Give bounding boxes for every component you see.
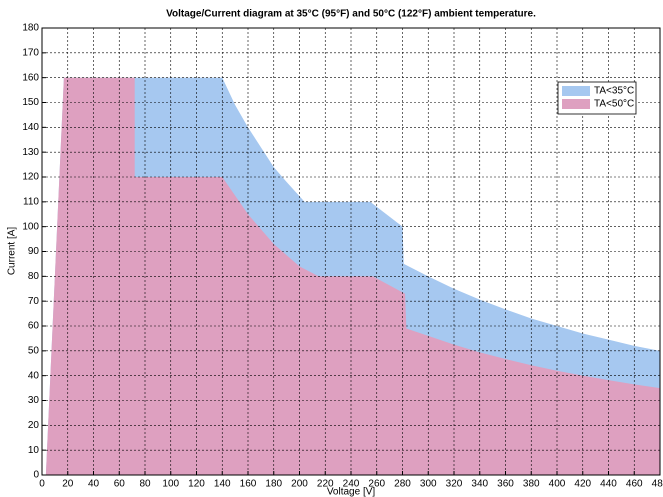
y-tick-label: 160 <box>22 72 39 83</box>
x-tick-label: 160 <box>240 479 257 490</box>
x-tick-label: 220 <box>317 479 334 490</box>
y-tick-label: 180 <box>22 23 39 34</box>
y-tick-label: 60 <box>28 321 40 332</box>
legend-label: TA<35°C <box>594 86 634 97</box>
x-tick-label: 40 <box>88 479 100 490</box>
y-tick-label: 110 <box>23 196 39 207</box>
y-tick-label: 30 <box>28 395 40 406</box>
x-tick-label: 380 <box>523 479 540 490</box>
x-tick-label: 260 <box>368 479 385 490</box>
x-tick-label: 360 <box>497 479 514 490</box>
x-tick-label: 300 <box>420 479 437 490</box>
x-tick-label: 240 <box>343 479 360 490</box>
legend-label: TA<50°C <box>594 99 634 110</box>
y-tick-label: 150 <box>22 97 39 108</box>
x-tick-label: 20 <box>62 479 74 490</box>
x-axis-label: Voltage [V] <box>327 487 376 497</box>
x-tick-label: 200 <box>291 479 308 490</box>
x-tick-label: 180 <box>265 479 282 490</box>
x-tick-label: 480 <box>652 479 663 490</box>
y-tick-label: 50 <box>28 345 40 356</box>
y-tick-label: 0 <box>33 470 39 481</box>
y-tick-label: 90 <box>28 246 40 257</box>
x-tick-label: 120 <box>188 479 205 490</box>
x-tick-label: 80 <box>139 479 151 490</box>
y-tick-label: 10 <box>28 445 40 456</box>
y-tick-label: 120 <box>22 172 39 183</box>
x-tick-label: 400 <box>549 479 566 490</box>
x-tick-label: 340 <box>471 479 488 490</box>
y-tick-label: 140 <box>22 122 39 133</box>
legend-swatch <box>562 86 590 96</box>
legend-swatch <box>562 99 590 109</box>
x-tick-label: 320 <box>446 479 463 490</box>
x-tick-label: 440 <box>600 479 617 490</box>
x-tick-label: 0 <box>39 479 45 490</box>
y-tick-label: 20 <box>28 420 40 431</box>
x-tick-label: 460 <box>626 479 643 490</box>
plot-frame <box>41 27 661 476</box>
x-tick-label: 100 <box>162 479 179 490</box>
x-tick-label: 420 <box>574 479 591 490</box>
y-tick-label: 40 <box>28 370 40 381</box>
y-tick-label: 170 <box>22 47 39 58</box>
y-tick-label: 130 <box>22 147 39 158</box>
x-tick-label: 140 <box>214 479 231 490</box>
y-axis-label: Current [A] <box>7 227 18 276</box>
chart-title: Voltage/Current diagram at 35°C (95°F) a… <box>166 9 536 20</box>
y-tick-label: 80 <box>28 271 40 282</box>
y-tick-label: 100 <box>22 221 39 232</box>
x-tick-label: 60 <box>114 479 126 490</box>
x-tick-label: 280 <box>394 479 411 490</box>
y-tick-label: 70 <box>28 296 40 307</box>
